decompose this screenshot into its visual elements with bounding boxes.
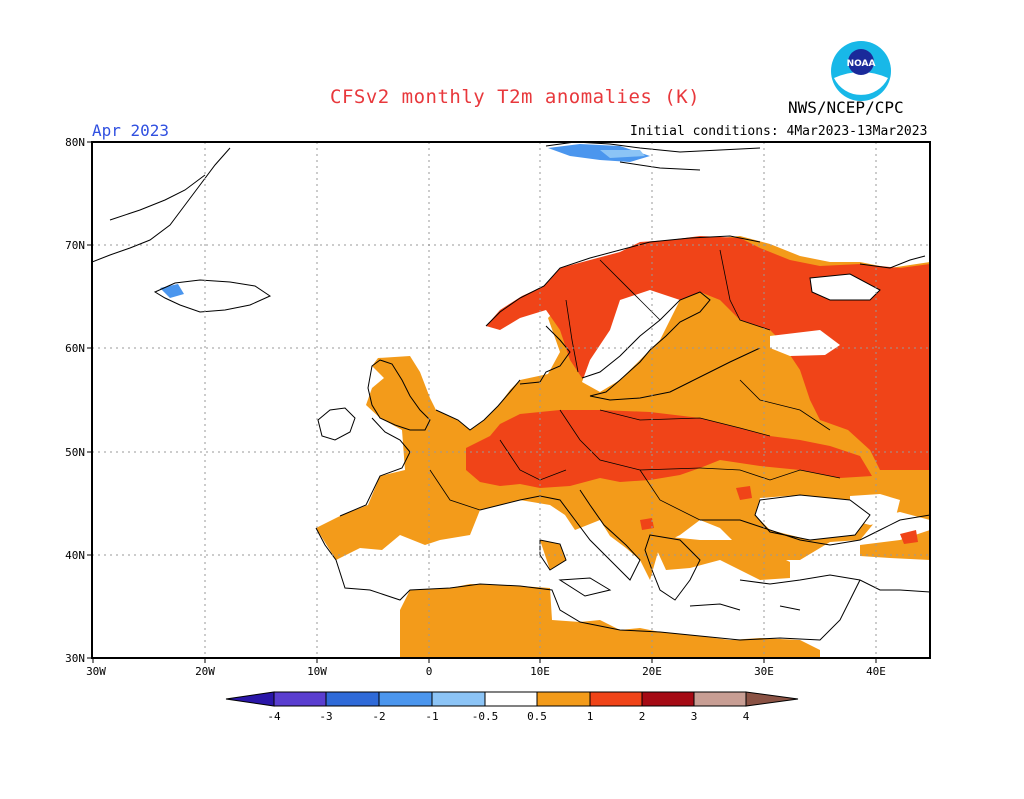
color-legend [225, 691, 799, 707]
lat-label: 30N [65, 652, 85, 665]
lon-label: 10W [307, 665, 327, 678]
legend-swatch [225, 691, 275, 707]
legend-tick-label: -3 [319, 710, 332, 723]
legend-tick-label: -4 [267, 710, 281, 723]
legend-tick-label: 1 [587, 710, 594, 723]
legend-swatch [641, 691, 695, 707]
legend-tick-label: 0.5 [527, 710, 547, 723]
legend-swatch [325, 691, 380, 707]
lon-label: 30W [86, 665, 106, 678]
svg-text:NOAA: NOAA [847, 59, 876, 69]
legend-swatch [745, 691, 799, 707]
map-title: CFSv2 monthly T2m anomalies (K) [330, 86, 701, 108]
lat-label: 70N [65, 239, 85, 252]
lon-label: 20W [195, 665, 215, 678]
legend-swatch [536, 691, 591, 707]
legend-swatch [589, 691, 643, 707]
lon-label: 40E [866, 665, 886, 678]
legend-tick-label: -0.5 [472, 710, 499, 723]
legend-swatch [431, 691, 486, 707]
legend-swatch [693, 691, 747, 707]
map-area [92, 142, 930, 658]
lat-label: 50N [65, 446, 85, 459]
lat-label: 40N [65, 549, 85, 562]
legend-swatch [273, 691, 327, 707]
lat-label: 80N [65, 136, 85, 149]
initial-conditions-label: Initial conditions: 4Mar2023-13Mar2023 [630, 124, 928, 139]
lon-label: 10E [530, 665, 550, 678]
lat-label: 60N [65, 342, 85, 355]
lon-label: 30E [754, 665, 774, 678]
axis-ticks [87, 141, 877, 663]
legend-tick-label: 2 [639, 710, 646, 723]
legend-tick-label: -1 [425, 710, 438, 723]
coastlines [92, 142, 930, 641]
noaa-logo: NOAA [831, 41, 891, 101]
lon-label: 20E [642, 665, 662, 678]
lon-label: 0 [426, 665, 433, 678]
legend-swatch [484, 691, 538, 707]
country-borders [429, 249, 841, 521]
legend-tick-label: 3 [691, 710, 698, 723]
valid-month-label: Apr 2023 [92, 121, 170, 140]
legend-swatch [378, 691, 433, 707]
map-frame [91, 141, 931, 659]
agency-label: NWS/NCEP/CPC [788, 98, 904, 117]
legend-tick-label: -2 [372, 710, 385, 723]
legend-tick-label: 4 [743, 710, 750, 723]
graticule [92, 142, 930, 658]
